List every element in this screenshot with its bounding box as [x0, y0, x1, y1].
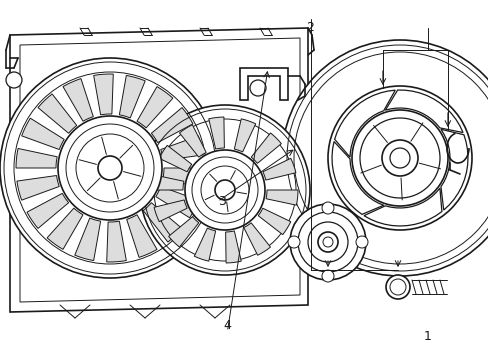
Polygon shape: [154, 200, 187, 222]
Polygon shape: [17, 176, 59, 200]
Polygon shape: [225, 231, 241, 263]
Polygon shape: [143, 203, 182, 242]
Polygon shape: [159, 145, 191, 172]
Circle shape: [327, 86, 471, 230]
Polygon shape: [161, 136, 203, 161]
Text: 2: 2: [306, 21, 314, 33]
Polygon shape: [163, 168, 203, 188]
Polygon shape: [10, 28, 307, 312]
Polygon shape: [94, 74, 113, 115]
Polygon shape: [208, 117, 224, 149]
Circle shape: [215, 180, 235, 200]
Circle shape: [287, 236, 299, 248]
Polygon shape: [21, 118, 64, 149]
Polygon shape: [126, 215, 157, 257]
Polygon shape: [240, 68, 287, 100]
Circle shape: [321, 202, 333, 214]
Polygon shape: [151, 108, 193, 143]
Circle shape: [351, 110, 447, 206]
Polygon shape: [47, 208, 83, 249]
Polygon shape: [119, 76, 145, 118]
Circle shape: [385, 275, 409, 299]
Text: 1: 1: [423, 330, 431, 343]
Polygon shape: [137, 87, 173, 128]
Polygon shape: [179, 125, 206, 157]
Polygon shape: [152, 175, 183, 190]
Text: 4: 4: [223, 319, 231, 332]
Circle shape: [140, 105, 309, 275]
Polygon shape: [263, 158, 295, 180]
Polygon shape: [258, 208, 290, 235]
Text: 3: 3: [218, 195, 226, 208]
Polygon shape: [63, 78, 93, 121]
Polygon shape: [265, 190, 297, 205]
Polygon shape: [385, 90, 462, 132]
Circle shape: [184, 150, 264, 230]
Polygon shape: [363, 188, 441, 226]
Circle shape: [289, 204, 365, 280]
Polygon shape: [168, 217, 199, 247]
Polygon shape: [234, 119, 255, 152]
Circle shape: [98, 156, 122, 180]
Polygon shape: [440, 129, 467, 210]
Circle shape: [381, 140, 417, 176]
Polygon shape: [106, 221, 126, 262]
Circle shape: [321, 270, 333, 282]
Circle shape: [317, 232, 337, 252]
Circle shape: [355, 236, 367, 248]
Circle shape: [0, 58, 220, 278]
Polygon shape: [251, 133, 281, 163]
Circle shape: [6, 72, 22, 88]
Polygon shape: [16, 148, 57, 168]
Polygon shape: [156, 186, 198, 218]
Polygon shape: [244, 223, 270, 255]
Circle shape: [282, 40, 488, 276]
Circle shape: [58, 116, 162, 220]
Polygon shape: [75, 218, 101, 261]
Polygon shape: [334, 90, 394, 157]
Polygon shape: [331, 141, 383, 214]
Polygon shape: [27, 193, 68, 229]
Polygon shape: [38, 94, 77, 133]
Polygon shape: [194, 228, 215, 261]
